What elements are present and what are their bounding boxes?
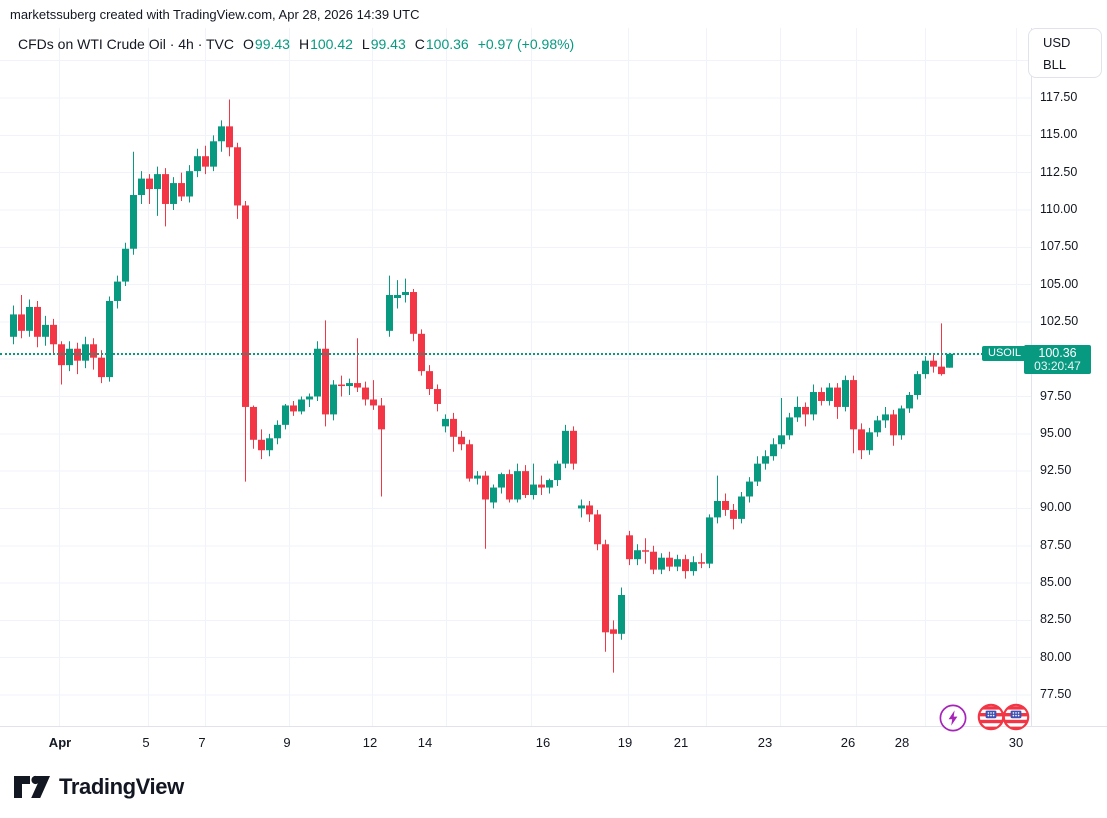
price-tick-label: 87.50 [1040,537,1072,552]
price-axis[interactable]: 117.50 115.00 112.50 110.00 107.50 105.00 102.… [1031,28,1107,726]
low-value: 99.43 [370,36,406,52]
price-tick-label: 112.50 [1040,164,1078,179]
ohlc-low: L 99.43 [362,36,406,52]
price-tick-label: 80.00 [1040,649,1072,664]
attribution-bar: marketssuberg created with TradingView.c… [10,7,420,22]
price-tick-label: 102.50 [1040,313,1079,328]
currency-unit-box: USD BLL [1028,28,1102,78]
price-tick-label: 85.00 [1040,575,1072,590]
tradingview-logo-icon [14,775,50,798]
high-value: 100.42 [310,36,353,52]
current-price-badge: 100.36 03:20:47 [1024,345,1091,375]
bar-countdown: 03:20:47 [1034,359,1081,374]
price-tick-label: 97.50 [1040,388,1072,403]
time-tick-label: 30 [1008,735,1024,750]
quote-currency-label: USD [1043,34,1071,50]
price-tick-label: 117.50 [1040,90,1078,104]
price-tick-label: 90.00 [1040,500,1072,515]
time-tick-label: 9 [283,735,291,750]
tradingview-logo[interactable]: TradingView [13,774,184,800]
time-tick-label: 12 [362,735,378,750]
close-label: C [414,36,425,52]
lightning-icon[interactable] [938,703,968,733]
time-tick-label: 28 [894,735,910,750]
time-tick-label: 23 [757,735,773,750]
price-tick-label: 107.50 [1040,239,1079,254]
price-tick-label: 95.00 [1040,425,1072,440]
ohlc-open: O 99.43 [243,36,290,52]
unit-label: BLL [1043,56,1067,72]
high-label: H [298,36,310,52]
flags-icon[interactable] [977,702,1031,732]
price-tick-label: 82.50 [1040,612,1072,627]
ohlc-close: C 100.36 [415,36,469,52]
change-value: +0.97 (+0.98%) [477,36,575,52]
time-tick-label: 14 [417,735,433,750]
current-price-line [0,352,1031,355]
symbol-title[interactable]: CFDs on WTI Crude Oil · 4h · TVC [18,36,235,52]
price-tick-label: 115.00 [1040,127,1078,142]
time-tick-label: 5 [142,735,150,750]
time-tick-label: 26 [840,735,856,750]
footer [0,758,1107,818]
current-price-value: 100.36 [1038,346,1077,361]
time-tick-label: Apr [48,735,72,750]
price-tick-label: 110.00 [1040,201,1078,216]
close-value: 100.36 [425,36,469,52]
low-label: L [361,36,370,52]
open-label: O [243,36,254,52]
candles-svg [0,28,1031,726]
candlestick-chart[interactable] [0,28,1031,732]
chart-legend: CFDs on WTI Crude Oil · 4h · TVC O 99.43 … [18,36,574,52]
price-tick-label: 105.00 [1040,276,1079,291]
ohlc-high: H 100.42 [299,36,353,52]
open-value: 99.43 [254,36,290,52]
tradingview-logo-text: TradingView [59,774,184,799]
time-tick-label: 19 [617,735,633,750]
time-tick-label: 21 [673,735,689,750]
time-tick-label: 16 [535,735,551,750]
time-tick-label: 7 [198,735,206,750]
symbol-price-label: USOIL [982,346,1028,362]
price-tick-label: 92.50 [1040,463,1072,478]
price-tick-label: 77.50 [1040,687,1072,701]
